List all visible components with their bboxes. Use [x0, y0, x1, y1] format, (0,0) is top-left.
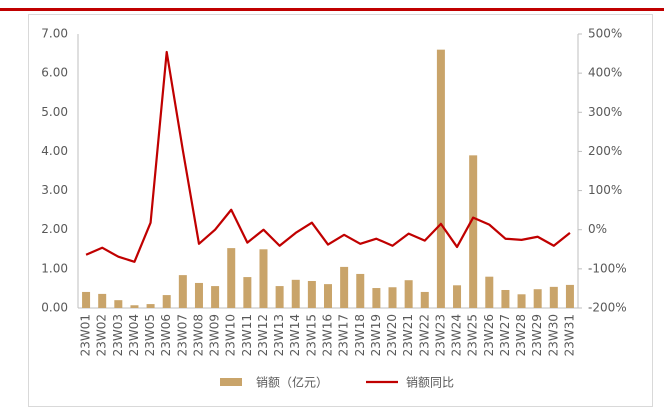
y2-tick-label: 0% [588, 222, 607, 236]
x-tick-label: 23W01 [79, 314, 93, 356]
x-tick-label: 23W27 [498, 314, 512, 356]
chart-frame [28, 14, 653, 407]
x-tick-label: 23W17 [337, 314, 351, 356]
x-tick-label: 23W08 [191, 314, 205, 356]
x-tick-label: 23W09 [208, 314, 222, 356]
y2-tick-label: 400% [588, 66, 622, 80]
x-tick-label: 23W26 [482, 314, 496, 356]
bar [291, 279, 300, 308]
bar [178, 275, 187, 308]
x-tick-label: 23W19 [369, 314, 383, 356]
y-tick-label: 1.00 [41, 261, 68, 275]
top-rule [0, 8, 664, 11]
x-tick-label: 23W05 [143, 314, 157, 356]
x-tick-label: 23W25 [466, 314, 480, 356]
x-tick-label: 23W24 [450, 314, 464, 356]
line [85, 50, 571, 263]
bar [340, 266, 349, 308]
x-tick-label: 23W21 [401, 314, 415, 356]
legend-swatch [220, 378, 242, 386]
x-tick-label: 23W30 [546, 314, 560, 356]
x-tick-label: 23W22 [417, 314, 431, 356]
x-tick-label: 23W28 [514, 314, 528, 356]
y2-tick-label: -200% [588, 301, 627, 315]
y-tick-label: 7.00 [41, 27, 68, 41]
bar [98, 293, 107, 308]
bar [324, 284, 332, 308]
bar [501, 289, 510, 308]
bar [517, 294, 526, 308]
x-tick-label: 23W04 [127, 314, 141, 356]
y2-tick-label: 100% [588, 183, 622, 197]
y2-tick-label: -100% [588, 261, 627, 275]
y2-tick-label: 300% [588, 105, 622, 119]
bar [388, 287, 397, 308]
legend-label: 销额同比 [406, 376, 454, 390]
bar [436, 49, 445, 309]
bar [275, 286, 284, 308]
bar [533, 289, 542, 308]
bar [194, 282, 203, 308]
y-tick-label: 5.00 [41, 105, 68, 119]
y-tick-label: 3.00 [41, 183, 68, 197]
x-tick-label: 23W07 [175, 314, 189, 356]
y-tick-label: 4.00 [41, 144, 68, 158]
bar [469, 155, 478, 308]
bar [259, 249, 268, 308]
bar [485, 276, 494, 308]
bar [243, 277, 252, 308]
x-tick-label: 23W13 [272, 314, 286, 356]
bar [146, 304, 155, 308]
bar [114, 300, 123, 308]
x-tick-label: 23W31 [562, 314, 576, 356]
bar [162, 295, 171, 308]
x-tick-label: 23W15 [304, 314, 318, 356]
x-tick-label: 23W12 [256, 314, 270, 356]
bar [453, 285, 462, 308]
x-tick-label: 23W14 [288, 314, 302, 356]
bar [420, 291, 429, 308]
x-tick-label: 23W10 [224, 314, 238, 356]
x-tick-label: 23W23 [433, 314, 447, 356]
x-tick-label: 23W06 [159, 314, 173, 356]
bar [211, 286, 220, 308]
x-tick-label: 23W11 [240, 314, 254, 356]
y2-tick-label: 500% [588, 27, 622, 41]
x-tick-label: 23W29 [530, 314, 544, 356]
legend-label: 销额（亿元） [256, 375, 328, 390]
x-tick-label: 23W20 [385, 314, 399, 356]
y-tick-label: 2.00 [41, 222, 68, 236]
bar [372, 288, 381, 308]
x-tick-label: 23W16 [321, 314, 335, 356]
y-tick-label: 6.00 [41, 66, 68, 80]
bar [227, 248, 236, 308]
bar [404, 280, 413, 308]
bar [307, 280, 316, 308]
bar [549, 286, 558, 308]
y-tick-label: 0.00 [41, 301, 68, 315]
x-tick-label: 23W03 [111, 314, 125, 356]
x-tick-label: 23W18 [353, 314, 367, 356]
y2-tick-label: 200% [588, 144, 622, 158]
bar [356, 273, 365, 308]
bar [565, 284, 574, 308]
bar [82, 291, 91, 308]
bar [130, 305, 139, 308]
x-tick-label: 23W02 [95, 314, 109, 356]
